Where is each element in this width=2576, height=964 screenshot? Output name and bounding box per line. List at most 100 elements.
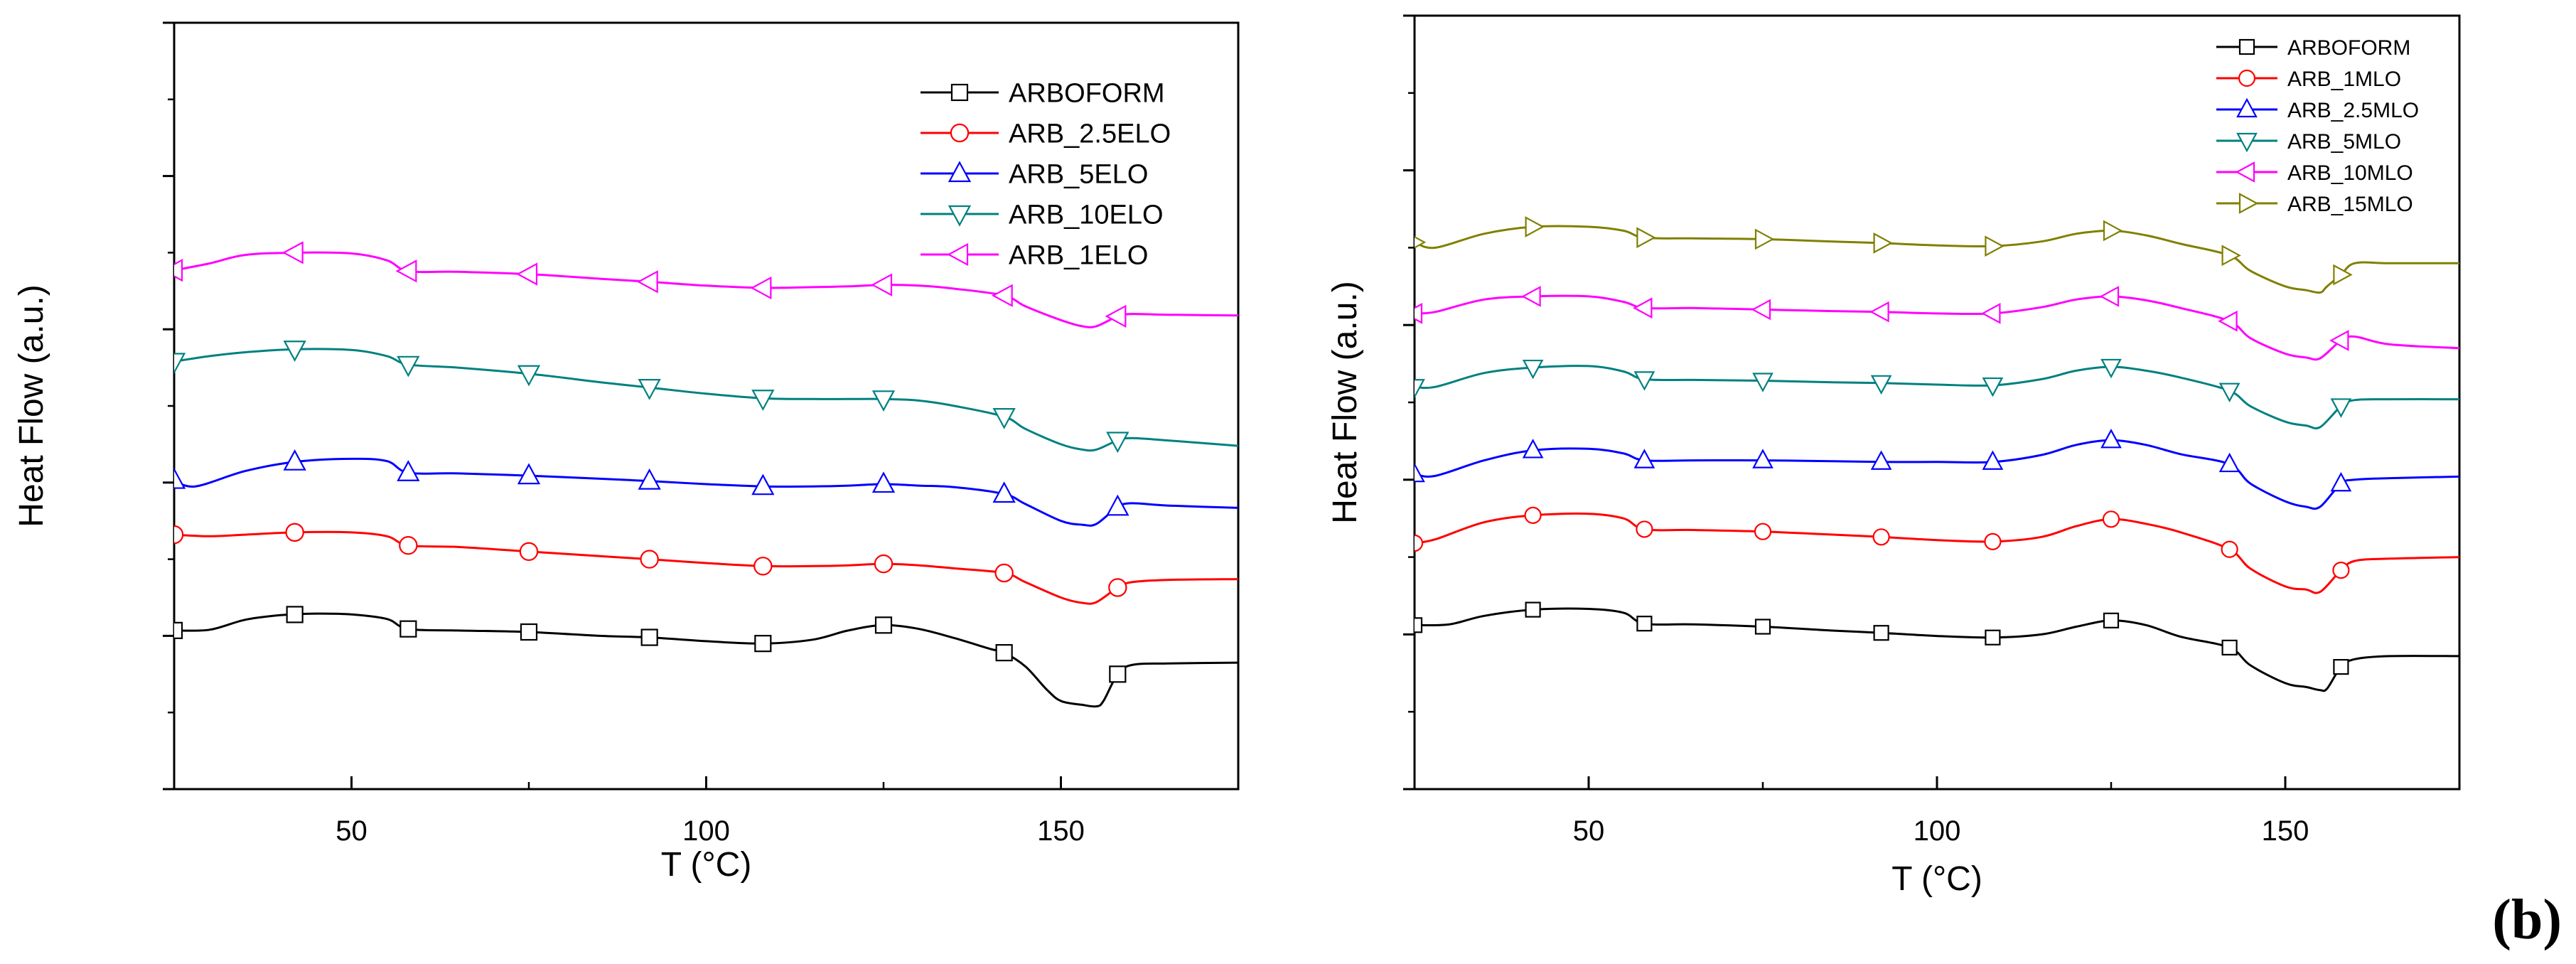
data-point	[1982, 450, 2004, 470]
legend-label: ARB_15MLO	[2287, 193, 2413, 216]
series-arb-1elo	[174, 241, 1238, 328]
data-point	[1415, 379, 1425, 399]
data-point	[1415, 534, 1424, 552]
legend-marker	[2236, 97, 2258, 118]
data-point	[399, 535, 418, 555]
data-point	[640, 550, 659, 569]
data-point	[991, 284, 1013, 307]
x-axis-label: T (°C)	[1891, 860, 1982, 898]
series-line	[1415, 512, 2459, 594]
data-point	[517, 463, 541, 485]
data-point	[636, 270, 658, 294]
series-arb-5mlo	[1415, 358, 2459, 430]
data-point	[1985, 629, 2001, 646]
data-point	[2330, 398, 2352, 418]
series-line	[1415, 439, 2459, 510]
data-point	[1525, 601, 1541, 618]
data-point	[1633, 449, 1655, 468]
data-point	[1415, 617, 1423, 633]
legend-marker	[2238, 193, 2259, 214]
x-tick-label: 100	[682, 815, 730, 847]
legend-item: ARB_1MLO	[2216, 68, 2401, 91]
data-point	[1754, 618, 1771, 635]
data-point	[2218, 382, 2240, 402]
data-point	[2100, 429, 2122, 449]
data-point	[2102, 510, 2120, 528]
data-point	[519, 542, 539, 562]
data-point	[1108, 578, 1127, 597]
y-axis	[1403, 14, 1415, 791]
data-point	[2221, 245, 2241, 267]
data-point	[174, 353, 186, 375]
data-point	[750, 276, 772, 300]
data-point	[638, 379, 661, 400]
data-point	[1752, 449, 1773, 468]
data-point	[871, 390, 896, 412]
legend-item: ARBOFORM	[2216, 36, 2410, 60]
data-point	[1106, 494, 1129, 516]
data-point	[871, 273, 893, 296]
data-point	[2333, 658, 2349, 675]
data-point	[174, 259, 183, 282]
y-axis-label: Heat Flow (a.u.)	[1326, 281, 1364, 523]
data-point	[1872, 528, 1890, 546]
data-point	[1106, 432, 1129, 454]
series-line	[174, 612, 1238, 708]
series-arb-1mlo	[1415, 506, 2459, 594]
legend-item: ARB_2.5MLO	[2216, 97, 2419, 122]
series-arb-2-5mlo	[1415, 429, 2459, 510]
data-point	[1869, 301, 1889, 323]
data-point	[517, 365, 541, 387]
data-point	[1981, 303, 2001, 324]
data-point	[1525, 216, 1545, 237]
legend: ARBOFORM ARB_2.5ELO ARB_5ELO ARB_10ELO ARB_1…	[921, 79, 1171, 271]
data-point	[1415, 462, 1425, 483]
data-point	[1754, 228, 1775, 250]
data-point	[751, 390, 775, 411]
series-arboform	[1415, 601, 2459, 692]
legend-marker	[950, 123, 970, 143]
data-point	[2218, 310, 2238, 332]
data-point	[397, 460, 420, 481]
data-point	[753, 557, 773, 576]
data-point	[2221, 639, 2238, 655]
legend-item: ARB_5ELO	[921, 160, 1148, 190]
data-point	[281, 241, 304, 264]
data-point	[285, 523, 304, 542]
data-point	[992, 481, 1016, 503]
data-point	[1524, 506, 1542, 524]
data-point	[283, 341, 306, 362]
legend-marker	[2238, 69, 2256, 87]
x-tick-label: 50	[336, 815, 367, 847]
series-arb-10elo	[174, 341, 1238, 454]
data-point	[1109, 665, 1127, 683]
series-line	[174, 251, 1238, 328]
legend-item: ARB_10ELO	[921, 200, 1164, 230]
y-axis-label: Heat Flow (a.u.)	[13, 284, 50, 527]
series-line	[174, 457, 1238, 527]
data-point	[1636, 616, 1653, 632]
data-point	[395, 259, 417, 283]
series-arb-15mlo	[1415, 216, 2459, 294]
data-point	[1633, 297, 1653, 319]
data-point	[1636, 520, 1653, 538]
data-point	[2330, 471, 2352, 492]
legend-item: ARBOFORM	[921, 79, 1165, 109]
data-point	[2099, 286, 2120, 307]
data-point	[1415, 303, 1423, 324]
data-point	[2332, 561, 2350, 579]
x-axis-label: T (°C)	[661, 846, 752, 884]
data-point	[1752, 373, 1773, 392]
data-point	[640, 628, 658, 646]
data-point	[1873, 625, 1889, 641]
data-point	[874, 554, 893, 574]
data-point	[520, 623, 538, 641]
data-point	[874, 616, 893, 634]
data-point	[638, 468, 661, 490]
data-point	[2221, 540, 2238, 558]
data-point	[2103, 612, 2120, 628]
series-line	[1415, 294, 2459, 361]
data-point	[174, 525, 184, 545]
